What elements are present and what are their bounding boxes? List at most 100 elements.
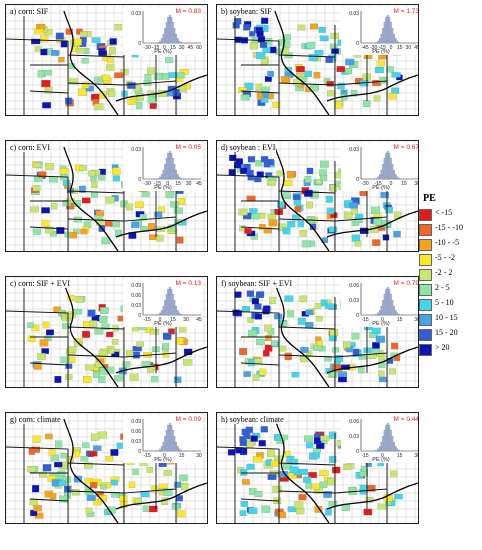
county-cell — [311, 483, 320, 490]
county-cell — [304, 176, 312, 183]
county-cell — [327, 90, 335, 97]
county-cell — [315, 179, 323, 185]
x-tick-label: -45 — [361, 45, 368, 51]
county-cell — [254, 313, 262, 320]
mean-value: M = 0.13 — [175, 280, 201, 287]
county-cell — [240, 167, 248, 175]
county-cell — [278, 345, 287, 352]
x-tick-label: 15 — [397, 453, 403, 459]
histogram-bar — [167, 424, 169, 452]
state-border — [278, 216, 388, 222]
county-cell — [66, 456, 74, 463]
x-tick-label: 0 — [390, 181, 393, 187]
histogram-xlabel: PE (%) — [154, 49, 172, 55]
county-cell — [277, 511, 286, 519]
state-border — [67, 326, 125, 330]
x-tick-label: 45 — [188, 45, 194, 51]
county-cell — [127, 99, 136, 105]
histogram-bar — [167, 16, 169, 44]
county-cell — [81, 197, 91, 204]
histogram-bar — [396, 40, 399, 44]
histogram-bar — [390, 21, 392, 44]
county-cell — [308, 54, 318, 62]
county-cell — [73, 309, 83, 315]
river-line — [274, 282, 330, 387]
county-cell — [242, 479, 250, 485]
county-cell — [69, 78, 79, 85]
histogram-inset: 0.09 0.06 0.03 0 -15 0 15 30 M = 0.09 PE (%) — [123, 415, 203, 463]
histogram-bar — [178, 40, 181, 44]
histogram-bar — [388, 288, 391, 316]
county-cell — [79, 165, 87, 171]
map-panel-g: g) corn: climate 0.09 0.06 0.03 0 -15 0 15 30 M =… — [5, 412, 208, 524]
county-cell — [305, 309, 314, 316]
county-cell — [55, 32, 64, 40]
county-cell — [108, 348, 115, 354]
state-border — [67, 190, 125, 194]
x-tick-label: 30 — [183, 317, 189, 323]
county-cell — [163, 488, 173, 496]
county-cell — [163, 470, 172, 476]
histogram-bar — [391, 436, 394, 452]
y-tick-label: 0 — [356, 177, 359, 183]
histogram-bar — [398, 42, 400, 44]
county-cell — [299, 230, 307, 237]
histogram-bar — [170, 288, 173, 316]
histogram-chart: 0.090.060.030-15 0 15 30 — [131, 419, 202, 459]
histogram-bar — [159, 312, 161, 316]
county-cell — [329, 431, 337, 439]
county-cell — [365, 497, 374, 503]
county-cell — [304, 70, 312, 77]
county-cell — [93, 445, 102, 451]
county-cell — [106, 331, 114, 338]
histogram-bar — [170, 152, 173, 180]
x-tick-label: 60 — [196, 45, 202, 51]
x-tick-label: -15 — [152, 45, 159, 51]
county-cell — [91, 181, 98, 189]
histogram-bar — [398, 314, 400, 316]
county-cell — [385, 206, 393, 214]
county-cell — [267, 70, 274, 78]
x-tick-label: -30 — [143, 45, 150, 51]
state-border — [29, 226, 69, 230]
county-cell — [238, 208, 248, 216]
panel-label: c) corn: EVI — [9, 143, 51, 152]
county-cell — [173, 207, 183, 214]
x-tick-label: 45 — [414, 45, 419, 51]
legend-label: -5 - -2 — [435, 253, 455, 262]
histogram-bar — [175, 441, 177, 452]
county-cell — [54, 375, 62, 383]
county-cell — [314, 49, 324, 56]
county-cell — [86, 495, 96, 501]
county-cell — [168, 72, 177, 78]
county-cell — [181, 483, 189, 491]
histogram-bar — [375, 178, 378, 180]
county-cell — [238, 87, 248, 93]
river-line — [115, 482, 207, 510]
county-cell — [42, 321, 50, 329]
histogram-bar — [178, 176, 181, 180]
county-cell — [37, 353, 46, 360]
county-cell — [33, 162, 42, 168]
x-tick-label: -15 — [379, 45, 386, 51]
county-cell — [313, 437, 322, 445]
county-cell — [170, 201, 179, 208]
x-tick-label: -30 — [143, 181, 150, 187]
x-tick-label: 30 — [414, 453, 419, 459]
histogram-bar — [388, 424, 391, 452]
county-cell — [91, 433, 100, 441]
county-cell — [313, 345, 323, 351]
histogram-bar — [178, 448, 181, 452]
county-cell — [60, 453, 68, 459]
county-cell — [62, 323, 71, 329]
county-cell — [69, 356, 76, 363]
x-tick-label: 15 — [170, 317, 176, 323]
county-cell — [329, 329, 339, 336]
legend-item: -2 - 2 — [419, 268, 481, 281]
county-cell — [299, 469, 308, 475]
histogram-bar — [385, 16, 387, 44]
county-cell — [261, 86, 270, 92]
county-cell — [48, 449, 56, 456]
